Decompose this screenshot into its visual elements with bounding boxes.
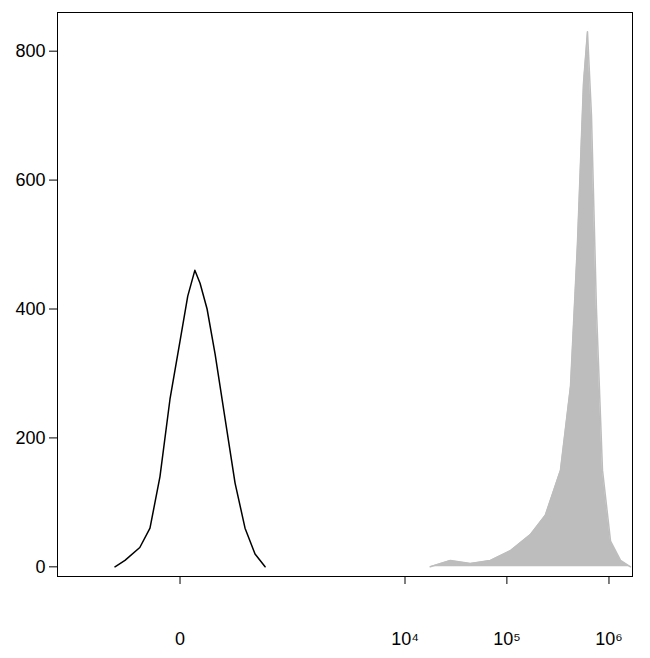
svg-text:10⁴: 10⁴	[391, 629, 419, 649]
svg-text:800: 800	[15, 41, 45, 61]
svg-text:0: 0	[35, 557, 45, 577]
svg-text:10⁶: 10⁶	[595, 629, 622, 649]
svg-text:10⁵: 10⁵	[493, 629, 520, 649]
svg-text:600: 600	[15, 170, 45, 190]
svg-text:0: 0	[175, 629, 185, 649]
svg-text:200: 200	[15, 428, 45, 448]
svg-text:400: 400	[15, 299, 45, 319]
